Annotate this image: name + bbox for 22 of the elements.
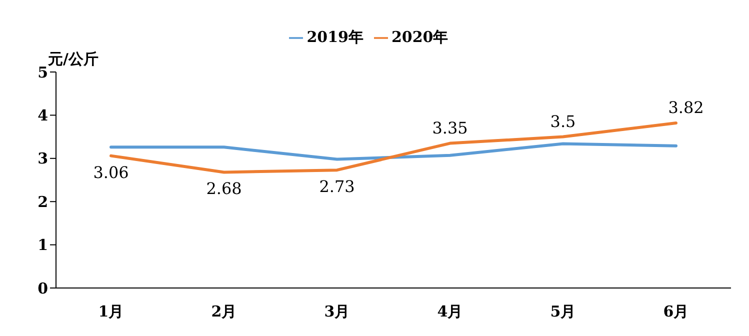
y-axis-title: 元/公斤 (48, 50, 98, 69)
x-tick-label: 6月 (663, 302, 689, 321)
y-tick-label: 3 (38, 150, 48, 168)
x-tick-label: 1月 (98, 302, 124, 321)
data-label: 3.5 (550, 112, 576, 131)
data-label: 3.35 (432, 118, 468, 138)
legend-label: 2020年 (392, 28, 448, 46)
legend-label: 2019年 (306, 28, 364, 46)
data-label: 2.68 (206, 179, 242, 198)
y-tick-label: 4 (38, 106, 48, 125)
x-tick-label: 5月 (550, 302, 576, 321)
data-label: 3.82 (668, 98, 704, 117)
x-tick-label: 2月 (211, 302, 237, 321)
data-label: 2.73 (319, 177, 355, 196)
y-tick-label: 2 (38, 192, 48, 211)
y-tick-label: 5 (38, 63, 48, 82)
line-series (110, 142, 678, 161)
y-tick-label: 0 (38, 279, 48, 298)
data-label: 3.06 (93, 162, 129, 182)
x-tick-label: 3月 (324, 302, 350, 321)
x-tick-label: 4月 (437, 302, 463, 321)
y-tick-label: 1 (38, 236, 48, 254)
